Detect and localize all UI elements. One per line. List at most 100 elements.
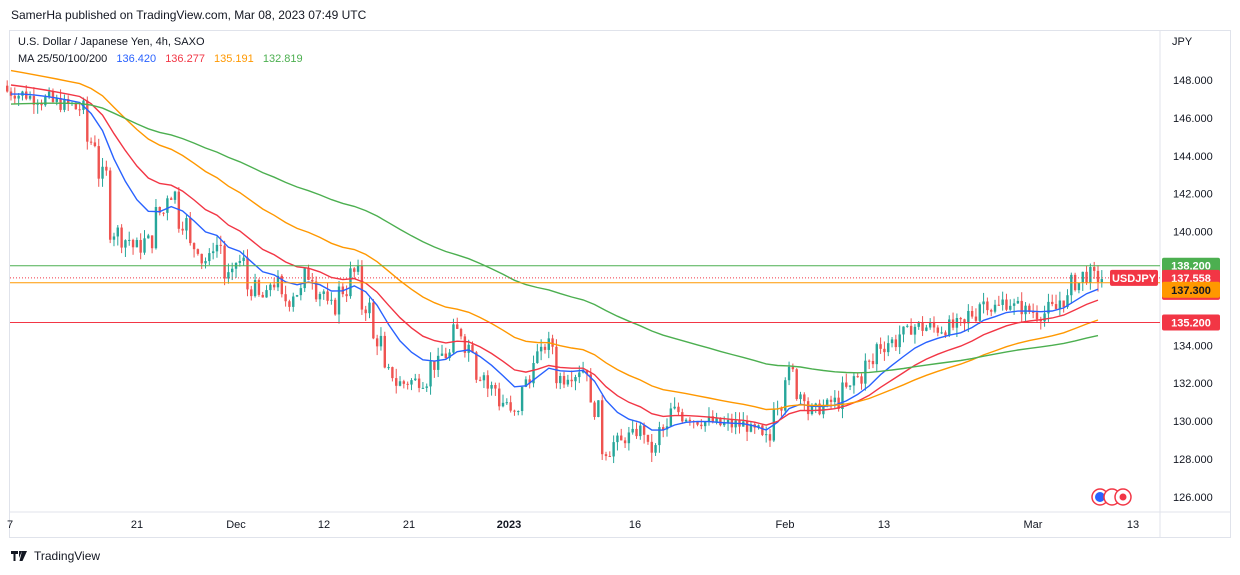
candle-body bbox=[261, 294, 264, 298]
x-tick-label: 7 bbox=[7, 519, 13, 531]
candle-body bbox=[616, 435, 619, 443]
ma200-line bbox=[10, 102, 1099, 374]
candle-body bbox=[520, 386, 524, 412]
candle-body bbox=[543, 346, 547, 350]
candle-body bbox=[253, 280, 257, 297]
candle-body bbox=[242, 257, 245, 261]
candle-body bbox=[410, 380, 413, 385]
candle-body bbox=[89, 141, 93, 143]
ma200-value: 132.819 bbox=[262, 53, 303, 65]
candle-body bbox=[1077, 282, 1081, 291]
x-tick-label: Feb bbox=[776, 519, 795, 531]
candle-body bbox=[1058, 300, 1062, 310]
candle-body bbox=[1031, 311, 1035, 313]
symbol-title[interactable]: U.S. Dollar / Japanese Yen, 4h, SAXO bbox=[18, 36, 205, 48]
candle-body bbox=[662, 427, 665, 430]
candle-body bbox=[517, 411, 520, 413]
candle-body bbox=[879, 344, 882, 349]
ma100-line bbox=[10, 69, 1099, 411]
tradingview-footer[interactable]: TradingView bbox=[11, 549, 100, 563]
candle-body bbox=[787, 366, 791, 381]
candle-body bbox=[395, 378, 398, 386]
candle-body bbox=[982, 301, 985, 305]
candle-body bbox=[173, 191, 177, 200]
ma-legend[interactable]: MA 25/50/100/200 136.420 136.277 135.191… bbox=[18, 53, 309, 65]
candle-body bbox=[559, 375, 562, 384]
candle-body bbox=[215, 244, 219, 252]
candle-body bbox=[131, 239, 135, 248]
candle-body bbox=[745, 421, 749, 432]
ma100-value: 135.191 bbox=[214, 53, 254, 65]
candle-body bbox=[818, 403, 821, 415]
candle-body bbox=[208, 253, 211, 262]
candle-body bbox=[246, 257, 249, 290]
candle-body bbox=[711, 416, 714, 423]
candle-body bbox=[345, 294, 348, 297]
candle-body bbox=[654, 445, 657, 453]
candle-body bbox=[486, 375, 489, 389]
candle-body bbox=[383, 335, 386, 368]
candle-body bbox=[498, 388, 501, 407]
candle-body bbox=[1024, 305, 1027, 315]
candle-body bbox=[475, 352, 478, 380]
candle-body bbox=[108, 170, 112, 240]
candle-body bbox=[814, 403, 817, 406]
candle-body bbox=[482, 375, 486, 381]
candle-body bbox=[337, 286, 341, 315]
y-tick-label: 142.000 bbox=[1173, 189, 1213, 201]
candle-body bbox=[147, 235, 150, 239]
candle-body bbox=[566, 379, 570, 385]
candles-group bbox=[6, 80, 1103, 464]
candle-body bbox=[505, 402, 509, 404]
jp-flag-dot-icon bbox=[1119, 493, 1127, 501]
candle-body bbox=[311, 279, 314, 282]
candle-body bbox=[120, 227, 123, 248]
candle-body bbox=[1016, 300, 1020, 304]
candle-body bbox=[379, 335, 383, 347]
candle-body bbox=[852, 376, 856, 386]
candle-body bbox=[1085, 271, 1088, 283]
candle-body bbox=[940, 332, 943, 334]
candle-body bbox=[44, 96, 47, 106]
candle-body bbox=[459, 328, 463, 337]
candle-body bbox=[421, 387, 425, 389]
candle-body bbox=[612, 442, 615, 457]
symbol-tag bbox=[1110, 269, 1158, 286]
candle-body bbox=[284, 294, 287, 302]
candle-body bbox=[490, 385, 493, 389]
y-tick-label: 140.000 bbox=[1173, 227, 1213, 239]
candle-body bbox=[166, 198, 169, 213]
candle-body bbox=[715, 417, 718, 423]
candle-body bbox=[1051, 301, 1054, 305]
candle-body bbox=[963, 319, 966, 324]
candle-body bbox=[875, 344, 878, 365]
candle-body bbox=[936, 327, 940, 333]
candle-body bbox=[524, 379, 528, 387]
candle-body bbox=[528, 379, 531, 384]
candle-body bbox=[593, 402, 596, 418]
candle-body bbox=[825, 399, 829, 406]
candle-body bbox=[93, 142, 97, 147]
candle-body bbox=[894, 339, 898, 348]
candle-body bbox=[597, 400, 600, 418]
candle-body bbox=[391, 367, 394, 379]
candle-body bbox=[608, 456, 611, 458]
candle-body bbox=[700, 424, 703, 427]
candle-body bbox=[67, 99, 70, 104]
candle-body bbox=[124, 240, 127, 248]
candle-body bbox=[1093, 267, 1096, 271]
candle-body bbox=[436, 355, 440, 370]
x-tick-label: 13 bbox=[1127, 519, 1139, 531]
candle-body bbox=[440, 353, 444, 356]
candle-body bbox=[951, 319, 955, 328]
candle-body bbox=[1028, 305, 1031, 312]
candle-body bbox=[513, 410, 516, 412]
candle-body bbox=[97, 146, 100, 179]
candle-body bbox=[223, 245, 226, 279]
candle-body bbox=[196, 249, 200, 254]
candle-body bbox=[433, 361, 436, 370]
candle-body bbox=[944, 332, 947, 336]
candle-body bbox=[688, 419, 692, 422]
candle-body bbox=[993, 304, 997, 312]
